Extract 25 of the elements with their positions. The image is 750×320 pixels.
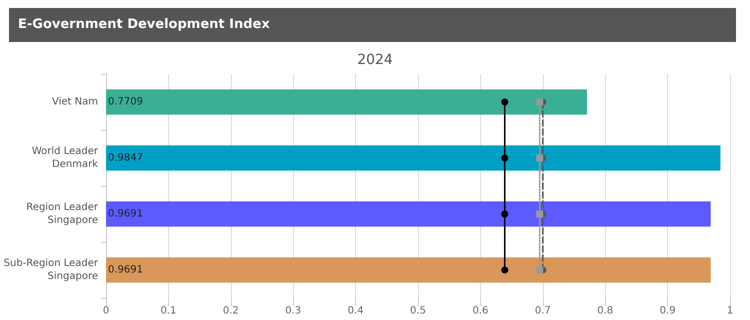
x-tick-label: 0.6: [472, 306, 488, 316]
x-tick-label: 1: [726, 306, 734, 316]
data-label: 0.9691: [108, 264, 143, 276]
chart-subtitle: 2024: [357, 52, 393, 68]
x-tick-label: 0.1: [160, 306, 176, 316]
chart-title: E-Government Development Index: [9, 8, 736, 42]
y-tick-label: Region Leader Singapore: [26, 202, 99, 226]
data-label: 0.9847: [108, 152, 143, 164]
data-label: 0.7709: [108, 96, 143, 108]
bar: [106, 257, 711, 283]
x-tick-label: 0.9: [660, 306, 676, 316]
y-tick-label: World Leader Denmark: [32, 146, 99, 170]
x-tick-label: 0: [102, 306, 110, 316]
x-tick-label: 0.5: [410, 306, 426, 316]
bar: [106, 89, 588, 115]
x-tick-label: 0.2: [222, 306, 239, 316]
x-tick-label: 0.4: [348, 306, 364, 316]
bar: [106, 201, 711, 227]
x-tick-label: 0.8: [597, 306, 614, 316]
y-tick-label: Sub-Region Leader Singapore: [4, 258, 99, 282]
x-tick-label: 0.3: [285, 306, 302, 316]
y-tick-label: Viet Nam: [52, 96, 98, 108]
data-label: 0.9691: [108, 208, 143, 220]
bar: [106, 145, 720, 171]
x-tick-label: 0.7: [534, 306, 551, 316]
